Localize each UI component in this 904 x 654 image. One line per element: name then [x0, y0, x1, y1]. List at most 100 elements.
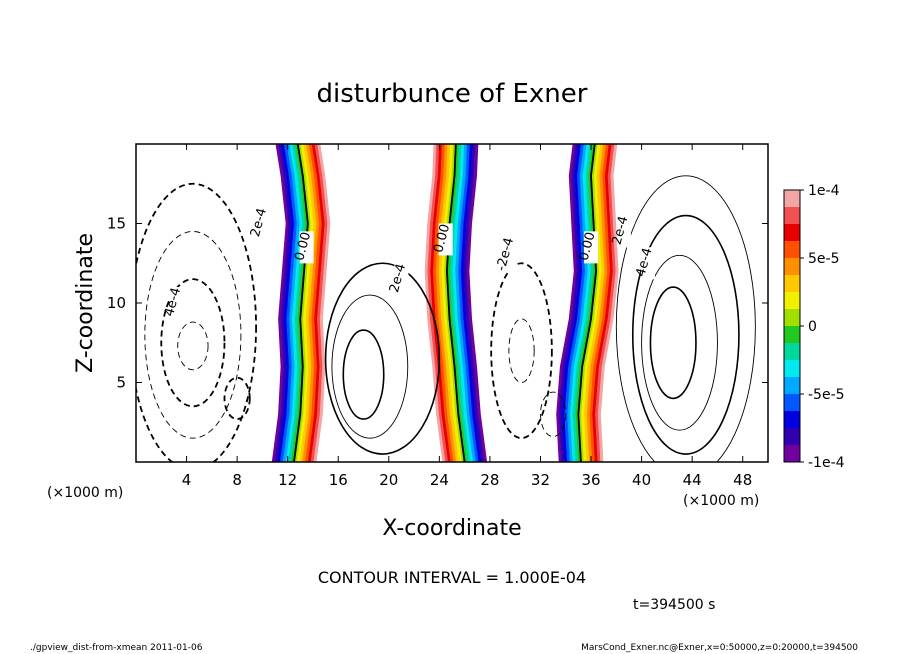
zero-contour-line	[293, 144, 309, 462]
positive-contour-line	[649, 286, 697, 400]
color-band	[572, 144, 594, 462]
colorbar-segment	[784, 428, 800, 446]
contour-label: 0.00	[431, 223, 453, 255]
negative-contour-line	[160, 278, 226, 408]
color-band	[310, 144, 328, 462]
contour-label: 4e-4	[634, 246, 656, 278]
colorbar-segment	[784, 207, 800, 225]
contour-label-bg	[640, 247, 655, 280]
color-band	[452, 144, 474, 462]
chart-title: disturbunce of Exner	[317, 79, 588, 109]
colorbar-segment	[784, 343, 800, 361]
contour-label: 2e-4	[248, 207, 270, 239]
color-band	[581, 144, 602, 462]
x-tick-label: 32	[531, 471, 550, 489]
colorbar-segment	[784, 326, 800, 344]
color-band	[586, 144, 608, 462]
color-band	[307, 144, 325, 462]
color-band	[455, 144, 476, 462]
positive-contour-line	[615, 175, 756, 462]
negative-contour-line	[223, 376, 251, 420]
color-band	[433, 144, 454, 462]
zero-contour-line	[577, 144, 598, 462]
colorbar-segment	[784, 190, 800, 208]
colorbar-segment	[784, 377, 800, 395]
color-band	[558, 144, 580, 462]
x-tick-label: 28	[480, 471, 499, 489]
color-band	[313, 144, 331, 462]
colorbar-segment	[784, 394, 800, 412]
color-band	[271, 144, 289, 462]
positive-contour-line	[331, 294, 409, 439]
colorbar-tick-label: -1e-4	[808, 455, 845, 471]
color-band	[299, 144, 317, 462]
contour-label: 2e-4	[387, 262, 409, 294]
time-text: t=394500 s	[633, 597, 715, 613]
contour-label: 0.00	[292, 231, 314, 263]
color-band	[589, 144, 611, 462]
colorbar-segment	[784, 258, 800, 276]
colorbar-tick-label: -5e-5	[808, 387, 845, 403]
colorbar-segment	[784, 292, 800, 310]
color-band	[567, 144, 588, 462]
positive-contour-line	[641, 254, 718, 431]
x-axis-label: X-coordinate	[382, 516, 521, 541]
x-tick-label: 12	[278, 471, 297, 489]
contour-label: 0.00	[577, 231, 599, 263]
negative-contour-line	[177, 321, 209, 371]
color-band	[274, 144, 292, 462]
colorbar-segment	[784, 411, 800, 429]
color-band	[466, 144, 488, 462]
colorbar-segment	[784, 224, 800, 242]
x-tick-label: 44	[683, 471, 702, 489]
x-tick-label: 8	[232, 471, 242, 489]
color-band	[430, 144, 451, 462]
color-band	[296, 144, 314, 462]
colorbar-tick-label: 1e-4	[808, 183, 840, 199]
x-tick-label: 36	[581, 471, 600, 489]
contour-interval-text: CONTOUR INTERVAL = 1.000E-04	[318, 568, 586, 587]
color-band	[285, 144, 303, 462]
contour-label-bg	[299, 231, 314, 264]
x-unit-label: (×1000 m)	[683, 493, 759, 509]
zero-contour-line	[445, 144, 466, 462]
colorbar-segment	[784, 309, 800, 327]
color-band	[305, 144, 323, 462]
color-band	[570, 144, 591, 462]
y-tick-label: 5	[116, 374, 126, 392]
color-band	[424, 144, 446, 462]
color-band	[449, 144, 471, 462]
colorbar-segment	[784, 275, 800, 293]
colorbar-segment	[784, 445, 800, 463]
x-tick-label: 24	[430, 471, 449, 489]
color-band	[280, 144, 297, 462]
x-tick-label: 4	[182, 471, 192, 489]
contour-label-bg	[169, 287, 184, 319]
color-band	[282, 144, 300, 462]
color-band	[460, 144, 482, 462]
color-band	[302, 144, 320, 462]
contour-label-bg	[438, 223, 453, 256]
x-axis: 4 8 12 16 20 24 28 32 36 40 44 48	[182, 144, 752, 489]
color-band	[288, 144, 306, 462]
y-axis-label: Z-coordinate	[73, 233, 98, 373]
contour-label: 2e-4	[609, 214, 631, 246]
x-tick-label: 20	[379, 471, 398, 489]
y-unit-label: (×1000 m)	[47, 485, 123, 501]
contour-label: 4e-4	[162, 286, 184, 318]
positive-contour-line	[342, 329, 385, 420]
color-band	[584, 144, 605, 462]
footer-right-note: MarsCond_Exner.nc@Exner,x=0:50000,z=0:20…	[581, 643, 858, 653]
color-band	[564, 144, 586, 462]
negative-contour-line	[508, 318, 535, 383]
contour-label-bg	[255, 207, 270, 240]
color-band	[427, 144, 449, 462]
footer-left-note: ./gpview_dist-from-xmean 2011-01-06	[30, 643, 203, 653]
positive-contour-line	[631, 214, 740, 455]
colorbar: 1e-4 5e-5 0 -5e-5 -1e-4	[783, 183, 845, 471]
color-band	[463, 144, 485, 462]
color-band	[592, 144, 613, 462]
negative-contour-line	[490, 262, 553, 440]
color-band	[597, 144, 619, 462]
